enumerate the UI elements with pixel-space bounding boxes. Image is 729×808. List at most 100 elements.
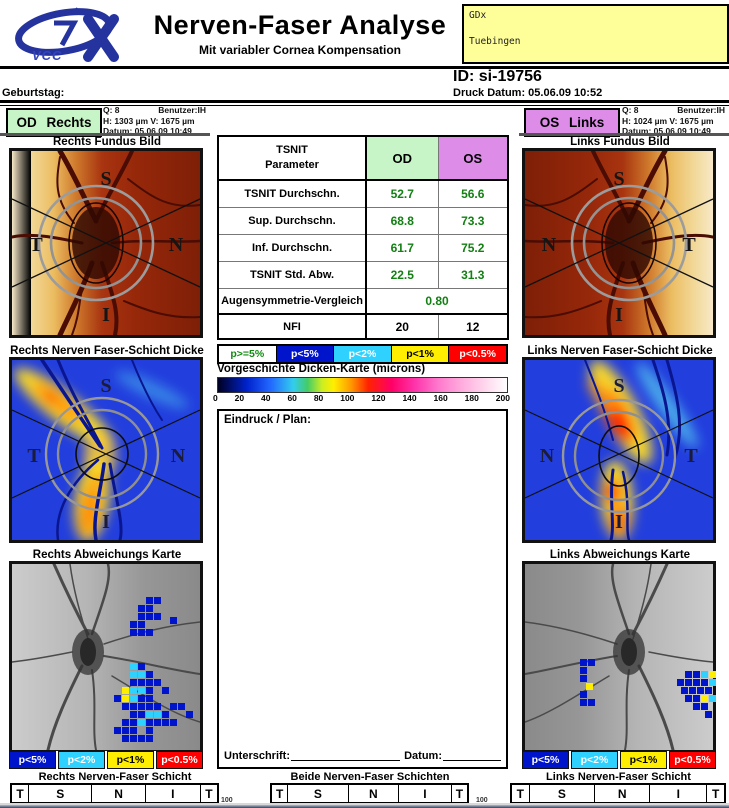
scale-tick: 200 <box>495 393 510 403</box>
deviation-square <box>130 671 137 678</box>
os-fundus-marker-left: N <box>542 234 557 256</box>
deviation-square <box>122 719 129 726</box>
signature-row: Unterschrift: Datum: <box>224 748 501 762</box>
table-header-parameter: TSNIT Parameter <box>217 135 367 181</box>
tsnit-sector-cell: N <box>347 785 399 802</box>
os-deviation-legend: p<5% p<2% p<1% p<0.5% <box>522 751 716 769</box>
od-thickness-title: Rechts Nerven Faser-Schicht Dicke <box>10 345 204 357</box>
deviation-square <box>154 679 161 686</box>
os-tsnit-bar-title: Links Nerven-Faser Schicht <box>546 771 691 783</box>
od-tsnit-bar-title: Rechts Nerven-Faser Schicht <box>38 771 192 783</box>
deviation-square <box>138 629 145 636</box>
tsnit-sector-cell: N <box>91 785 144 802</box>
deviation-square <box>138 711 145 718</box>
logo-vcc-label: VCC <box>32 48 62 63</box>
os-fundus-title: Links Fundus Bild <box>570 136 670 148</box>
symmetry-label: Augensymmetrie-Vergleich <box>217 287 367 315</box>
deviation-square <box>122 695 129 702</box>
os-date: Datum: 05.06.09 10:49 <box>622 126 711 136</box>
deviation-square <box>138 605 145 612</box>
page-title: Nerven-Faser Analyse <box>153 10 447 40</box>
table-header-od: OD <box>365 135 439 181</box>
od-fundus-marker-bottom: I <box>102 304 110 326</box>
tsnit-sector-cell: T <box>516 786 524 801</box>
tsnit-sector-cell: T <box>16 786 24 801</box>
os-deviation-graphic <box>525 564 713 750</box>
probability-legend: p>=5% p<5% p<2% p<1% p<0.5% <box>217 344 508 364</box>
page-subtitle: Mit variabler Cornea Kompensation <box>198 43 402 57</box>
os-thickness-title: Links Nerven Faser-Schicht Dicke <box>527 345 713 357</box>
os-thickness-marker-bottom: I <box>615 511 623 533</box>
od-scan-info: Q: 8 Benutzer:IH H: 1303 µm V: 1675 µm D… <box>103 105 213 137</box>
impression-label: Eindruck / Plan: <box>224 414 311 426</box>
date-line[interactable] <box>443 748 501 761</box>
deviation-square <box>580 699 587 706</box>
both-tsnit-bar-title: Beide Nerven-Faser Schichten <box>290 771 450 783</box>
od-fundus-marker-left: T <box>29 234 43 256</box>
deviation-square <box>130 735 137 742</box>
os-thickness-marker-left: N <box>540 445 555 467</box>
tsnit-sector-cell: S <box>528 785 594 802</box>
os-user: Benutzer:IH <box>677 105 725 115</box>
scale-tick: 20 <box>234 393 245 403</box>
scale-tick: 60 <box>287 393 297 403</box>
deviation-square <box>186 711 193 718</box>
deviation-square <box>693 695 700 702</box>
deviation-square <box>709 671 716 678</box>
row-label: TSNIT Std. Abw. <box>217 260 367 289</box>
deviation-square <box>130 679 137 686</box>
legend-p5: p<5% <box>522 751 569 769</box>
deviation-square <box>122 687 129 694</box>
thickness-scale-ticks: 0 20 40 60 80 100 120 140 160 180 200 <box>213 393 510 403</box>
nfi-label: NFI <box>217 313 367 340</box>
deviation-square <box>130 663 137 670</box>
legend-p2: p<2% <box>58 751 105 769</box>
deviation-square <box>681 687 688 694</box>
deviation-square <box>114 727 121 734</box>
tsnit-sector-cell: T <box>706 785 724 802</box>
deviation-square <box>701 679 708 686</box>
row-od-value: 68.8 <box>365 206 439 235</box>
thickness-scale-title: Vorgeschichte Dicken-Karte (microns) <box>217 363 426 375</box>
id-divider-thick <box>0 100 729 103</box>
row-os-value: 56.6 <box>437 179 509 208</box>
os-fundus-marker-top: S <box>613 168 624 190</box>
od-fundus-marker-right: N <box>169 234 184 256</box>
deviation-square <box>178 703 185 710</box>
deviation-square <box>693 703 700 710</box>
plegend-ge5: p>=5% <box>219 346 276 362</box>
deviation-square <box>705 687 712 694</box>
deviation-square <box>130 719 137 726</box>
deviation-square <box>138 671 145 678</box>
birthdate-label: Geburtstag: <box>2 87 65 99</box>
deviation-square <box>586 683 593 690</box>
deviation-square <box>154 711 161 718</box>
od-fundus-graphic: S T N I <box>12 151 200 335</box>
deviation-square <box>122 703 129 710</box>
deviation-square <box>138 735 145 742</box>
legend-p05: p<0.5% <box>669 751 716 769</box>
deviation-square <box>709 679 716 686</box>
od-thickness-marker-bottom: I <box>102 511 110 533</box>
deviation-square <box>146 687 153 694</box>
impression-box[interactable]: Eindruck / Plan: Unterschrift: Datum: <box>217 409 508 769</box>
od-thickness-graphic: S T N I <box>12 360 200 540</box>
deviation-square <box>580 659 587 666</box>
deviation-square <box>130 703 137 710</box>
patient-id: ID: si-19756 <box>453 68 542 85</box>
deviation-square <box>146 719 153 726</box>
deviation-square <box>701 703 708 710</box>
deviation-square <box>130 727 137 734</box>
od-date: Datum: 05.06.09 10:49 <box>103 126 192 136</box>
row-od-value: 61.7 <box>365 233 439 262</box>
signature-line[interactable] <box>291 748 401 761</box>
row-os-value: 75.2 <box>437 233 509 262</box>
os-thickness-marker-right: T <box>684 445 698 467</box>
scale-tick: 0 <box>213 393 218 403</box>
deviation-square <box>580 667 587 674</box>
os-deviation-image <box>522 561 716 753</box>
row-label: TSNIT Durchschn. <box>217 179 367 208</box>
deviation-square <box>685 671 692 678</box>
